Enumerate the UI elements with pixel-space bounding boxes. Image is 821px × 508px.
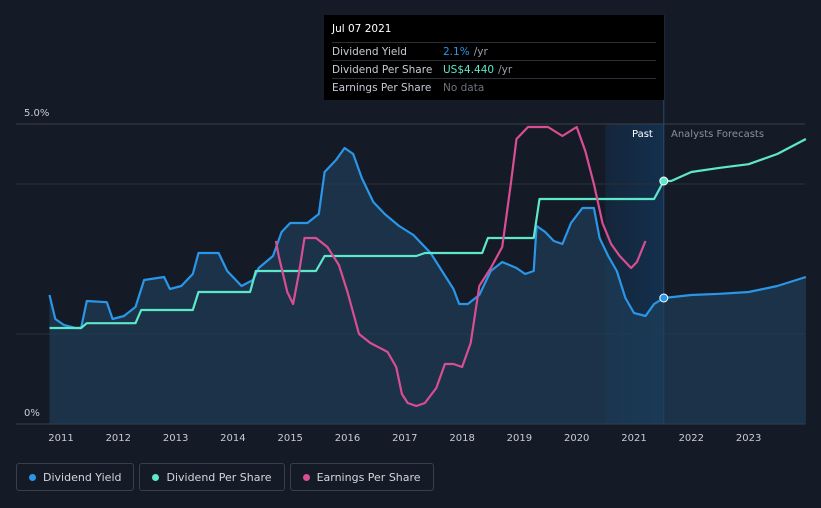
dividend-per-share-forecast-line <box>663 138 807 183</box>
x-tick-label: 2014 <box>220 433 245 444</box>
dividend-yield-area <box>49 148 806 424</box>
x-tick-label: 2019 <box>507 433 532 444</box>
dividend-yield-dot-icon <box>29 473 36 481</box>
earnings-per-share-dot-icon <box>302 473 310 481</box>
tooltip-row-earnings-per-share: Earnings Per Share No data <box>332 78 656 96</box>
tooltip-label: Earnings Per Share <box>332 81 432 94</box>
dividend-yield-marker <box>659 293 669 303</box>
dividend-per-share-line <box>49 180 665 330</box>
y-tick-label: 5.0% <box>24 108 49 119</box>
legend: Dividend Yield Dividend Per Share Earnin… <box>16 463 434 491</box>
x-tick-label: 2022 <box>679 433 704 444</box>
x-tick-label: 2012 <box>106 433 131 444</box>
tooltip-value: No data <box>443 81 485 94</box>
dividend-yield-forecast-line <box>663 275 807 300</box>
tooltip-row-dividend-yield: Dividend Yield 2.1% /yr <box>332 42 656 60</box>
y-tick-label: 0% <box>24 408 40 419</box>
legend-item-earnings-per-share[interactable]: Earnings Per Share <box>289 463 434 491</box>
dividend-per-share-marker <box>659 176 669 186</box>
tooltip-unit: /yr <box>498 63 513 76</box>
legend-label: Dividend Yield <box>43 470 122 484</box>
legend-label: Earnings Per Share <box>316 470 421 484</box>
tooltip: Jul 07 2021 Dividend Yield 2.1% /yr Divi… <box>324 15 664 100</box>
tooltip-value: US$4.440 <box>443 63 495 76</box>
series-lines <box>48 125 807 408</box>
tooltip-row-dividend-per-share: Dividend Per Share US$4.440 /yr <box>332 60 656 78</box>
tooltip-unit: /yr <box>473 45 488 58</box>
legend-item-dividend-per-share[interactable]: Dividend Per Share <box>139 463 285 491</box>
x-tick-label: 2021 <box>621 433 646 444</box>
x-tick-label: 2018 <box>449 433 474 444</box>
dividend-yield-line <box>48 146 665 330</box>
tooltip-label: Dividend Yield <box>332 45 407 58</box>
legend-label: Dividend Per Share <box>166 470 272 484</box>
dividend-per-share-dot-icon <box>152 473 160 481</box>
earnings-per-share-line <box>274 125 647 408</box>
yield-area-layer <box>49 148 806 424</box>
forecast-zone-label: Analysts Forecasts <box>671 129 765 140</box>
legend-item-dividend-yield[interactable]: Dividend Yield <box>16 463 135 491</box>
x-tick-label: 2023 <box>736 433 761 444</box>
tooltip-label: Dividend Per Share <box>332 63 433 76</box>
axes: 5.0% 0% 2011 2012 2013 2014 2015 2016 2017 2018 20… <box>24 108 761 444</box>
tooltip-value: 2.1% <box>443 45 470 58</box>
x-tick-label: 2016 <box>335 433 360 444</box>
tooltip-date: Jul 07 2021 <box>332 23 392 35</box>
x-tick-label: 2011 <box>48 433 73 444</box>
x-tick-label: 2017 <box>392 433 417 444</box>
x-tick-label: 2020 <box>564 433 589 444</box>
past-zone-label: Past <box>632 129 653 140</box>
x-tick-label: 2015 <box>277 433 302 444</box>
x-tick-label: 2013 <box>163 433 188 444</box>
current-markers <box>659 176 669 303</box>
